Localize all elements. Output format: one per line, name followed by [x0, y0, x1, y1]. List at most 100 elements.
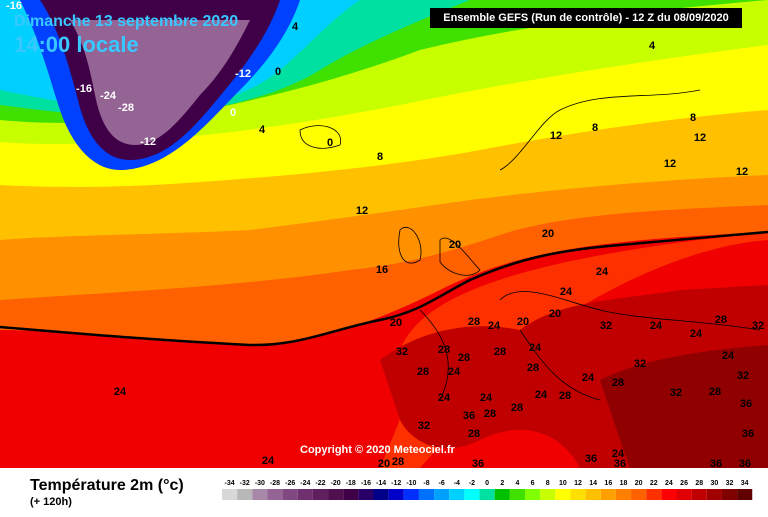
- scale-label: 34: [741, 480, 749, 487]
- contour-label: 28: [494, 346, 506, 358]
- contour-label: 28: [527, 362, 539, 374]
- scale-label: -26: [285, 480, 295, 487]
- scale-swatch: [540, 489, 556, 500]
- scale-swatch: [252, 489, 268, 500]
- scale-label: 24: [665, 480, 673, 487]
- contour-label: 28: [392, 456, 404, 468]
- scale-swatch: [328, 489, 344, 500]
- scale-swatch: [267, 489, 283, 500]
- contour-label: 28: [438, 344, 450, 356]
- scale-label: -8: [423, 480, 429, 487]
- contour-label: 20: [390, 317, 402, 329]
- contour-label: 28: [468, 316, 480, 328]
- contour-label: 28: [417, 366, 429, 378]
- contour-label: 24: [560, 286, 573, 298]
- contour-label: 24: [529, 342, 542, 354]
- contour-label: 8: [377, 151, 383, 163]
- contour-label: 36: [472, 458, 484, 470]
- contour-label: 36: [463, 410, 475, 422]
- contour-label: 24: [480, 392, 493, 404]
- contour-label: 36: [740, 398, 752, 410]
- contour-label: 36: [742, 428, 754, 440]
- contour-label: 24: [612, 448, 625, 460]
- coastline: [299, 89, 761, 401]
- lead-time: (+ 120h): [30, 496, 72, 508]
- contour-label: 24: [596, 266, 609, 278]
- contour-label: 28: [709, 386, 721, 398]
- scale-label: 4: [515, 480, 519, 487]
- scale-swatch: [237, 489, 253, 500]
- scale-label: 12: [574, 480, 582, 487]
- contour-label: 24: [690, 328, 703, 340]
- contour-label: 28: [612, 377, 624, 389]
- scale-label: -22: [315, 480, 325, 487]
- contour-label: 32: [752, 320, 764, 332]
- scale-label: 14: [589, 480, 597, 487]
- scale-swatch: [388, 489, 404, 500]
- contour-label: 20: [549, 308, 561, 320]
- contour-label: -12: [235, 68, 251, 80]
- contour-label: 24: [448, 366, 461, 378]
- legend-title: Température 2m (°c): [30, 477, 184, 494]
- scale-swatch: [721, 489, 738, 500]
- scale-label: 18: [620, 480, 628, 487]
- contour-label: 0: [230, 107, 236, 119]
- contour-label: 8: [592, 122, 598, 134]
- contour-label: 24: [722, 350, 735, 362]
- scale-label: 0: [485, 480, 489, 487]
- contour-label: 24: [114, 386, 127, 398]
- contour-label: 12: [356, 205, 368, 217]
- contour-label: 8: [690, 112, 696, 124]
- scale-label: -6: [439, 480, 445, 487]
- scale-label: 20: [635, 480, 643, 487]
- scale-swatch: [600, 489, 616, 500]
- band: [600, 345, 768, 468]
- scale-label: 16: [604, 480, 612, 487]
- scale-swatch: [418, 489, 435, 500]
- contour-label: 36: [739, 458, 751, 470]
- run-info-box: [430, 8, 742, 28]
- contour-label: 0: [327, 137, 333, 149]
- contour-line: [0, 230, 768, 347]
- color-scale: -34 -32 -30 -28 -26 -24 -22 -20 -18 -16 -14 -12 -10-…: [222, 480, 753, 500]
- scale-label: -24: [300, 480, 310, 487]
- contour-label: 24: [488, 320, 501, 332]
- scale-label: -30: [255, 480, 265, 487]
- contour-label: 12: [664, 158, 676, 170]
- scale-label: 10: [559, 480, 567, 487]
- scale-label: -4: [454, 480, 460, 487]
- contour-label: 28: [468, 428, 480, 440]
- scale-swatch: [282, 489, 298, 500]
- scale-swatch: [464, 489, 480, 500]
- contour-label: 24: [535, 389, 548, 401]
- scale-swatch: [570, 489, 586, 500]
- contour-label: 28: [511, 402, 523, 414]
- contour-label: 28: [484, 408, 496, 420]
- scale-swatch: [297, 489, 313, 500]
- contour-label: 16: [376, 264, 388, 276]
- contour-label: 36: [710, 458, 722, 470]
- scale-label: -2: [469, 480, 475, 487]
- contour-label: -24: [100, 90, 117, 102]
- contour-label: 24: [438, 392, 451, 404]
- scale-swatch: [312, 489, 329, 500]
- scale-label: -32: [240, 480, 250, 487]
- contour-label: 36: [585, 453, 597, 465]
- scale-label: 30: [710, 480, 718, 487]
- contour-label: 24: [582, 372, 595, 384]
- scale-swatch: [706, 489, 722, 500]
- contour-label: 32: [670, 387, 682, 399]
- contour-label: 24: [262, 455, 275, 467]
- scale-label: -34: [225, 480, 235, 487]
- contour-label: 12: [550, 130, 562, 142]
- scale-swatch: [479, 489, 495, 500]
- contour-label: 20: [449, 239, 461, 251]
- scale-label: -20: [331, 480, 341, 487]
- contour-label: 32: [418, 420, 430, 432]
- contour-label: 4: [649, 40, 656, 52]
- scale-swatch: [585, 489, 601, 500]
- contour-label: 20: [378, 458, 390, 470]
- scale-swatch: [434, 489, 450, 500]
- scale-swatch: [661, 489, 677, 500]
